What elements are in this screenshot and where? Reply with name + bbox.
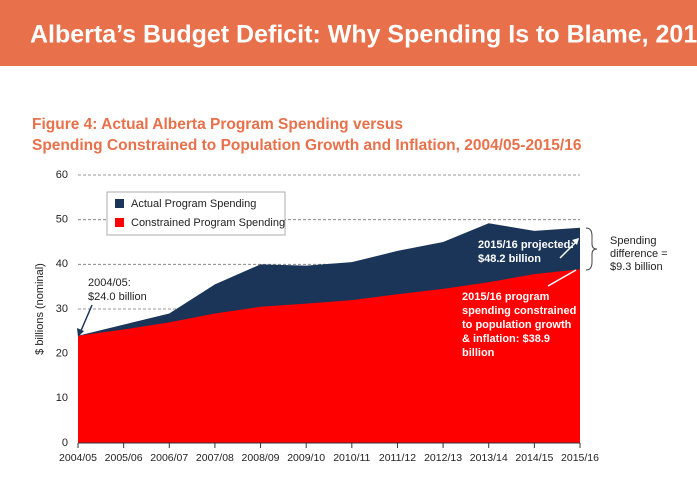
arrowhead [572, 238, 579, 245]
x-tick-label: 2012/13 [424, 452, 462, 464]
header-banner [0, 0, 697, 66]
y-tick-label: 10 [56, 392, 68, 404]
chart-title: Spending Constrained to Population Growt… [32, 137, 582, 154]
annotation: $9.3 billion [610, 261, 663, 273]
legend-label: Constrained Program Spending [131, 217, 285, 229]
y-tick-label: 30 [56, 303, 68, 315]
x-tick-label: 2014/15 [515, 452, 553, 464]
x-tick-label: 2010/11 [333, 452, 370, 464]
annotation: 2015/16 program [462, 291, 550, 303]
arrow [559, 241, 577, 259]
bracket [585, 227, 598, 271]
annotation: $48.2 billion [478, 253, 541, 265]
y-tick-label: 50 [56, 214, 68, 226]
legend-swatch [115, 199, 124, 208]
legend-label: Actual Program Spending [131, 198, 256, 210]
annotation: spending constrained [462, 305, 576, 317]
chart-title: Figure 4: Actual Alberta Program Spendin… [32, 116, 403, 133]
annotation: 2004/05: [88, 277, 131, 289]
x-tick-label: 2013/14 [470, 452, 508, 464]
y-tick-label: 20 [56, 348, 68, 360]
annotation: Spending [610, 235, 657, 247]
x-tick-label: 2015/16 [561, 452, 599, 464]
arrow [79, 304, 93, 334]
annotation: difference = [610, 248, 668, 260]
x-tick-label: 2007/08 [196, 452, 234, 464]
y-tick-label: 0 [62, 437, 68, 449]
y-axis-label: $ billions (nominal) [34, 263, 46, 355]
header-title: Alberta’s Budget Deficit: Why Spending I… [30, 21, 697, 49]
annotation: to population growth [462, 319, 572, 331]
y-tick-label: 60 [56, 169, 68, 181]
arrowhead [77, 328, 84, 337]
legend-box [106, 191, 286, 236]
x-tick-label: 2009/10 [287, 452, 325, 464]
annotation: billion [462, 347, 495, 359]
annotation: & inflation: $38.9 [462, 333, 550, 345]
annotation: $24.0 billion [88, 291, 147, 303]
y-tick-label: 40 [56, 258, 68, 270]
arrow [547, 269, 577, 287]
x-tick-label: 2011/12 [379, 452, 416, 464]
legend-swatch [115, 218, 124, 227]
x-tick-label: 2008/09 [242, 452, 280, 464]
area [78, 269, 580, 443]
x-tick-label: 2004/05 [59, 452, 97, 464]
x-tick-label: 2005/06 [105, 452, 143, 464]
x-tick-label: 2006/07 [150, 452, 188, 464]
annotation: 2015/16 projected: [478, 239, 574, 251]
